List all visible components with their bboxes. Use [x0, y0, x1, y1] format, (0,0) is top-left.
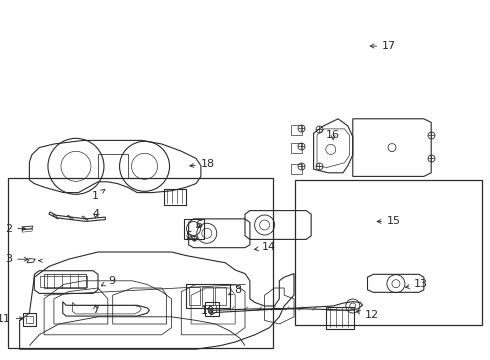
Text: 14: 14	[254, 242, 276, 252]
Text: 2: 2	[5, 224, 25, 234]
Text: 7: 7	[92, 305, 99, 315]
Text: 12: 12	[356, 310, 379, 320]
Text: 13: 13	[405, 279, 428, 289]
Text: 1: 1	[92, 189, 105, 201]
Text: 16: 16	[326, 130, 340, 140]
Text: 18: 18	[190, 159, 215, 169]
Text: 15: 15	[377, 216, 401, 226]
Text: 5: 5	[185, 231, 192, 241]
Text: 9: 9	[101, 276, 115, 286]
Text: 17: 17	[370, 41, 396, 51]
Text: 4: 4	[92, 209, 99, 219]
Text: 3: 3	[5, 254, 28, 264]
Text: 6: 6	[195, 220, 202, 230]
Text: 8: 8	[229, 285, 242, 295]
Text: 10: 10	[200, 306, 215, 316]
Text: 11: 11	[0, 314, 23, 324]
